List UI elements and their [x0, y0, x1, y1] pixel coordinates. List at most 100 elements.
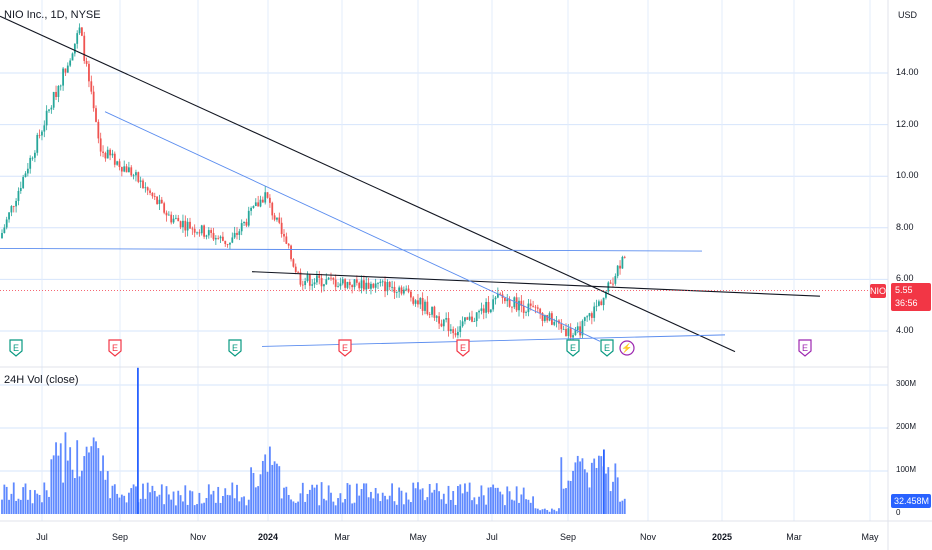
- volume-bar: [95, 441, 97, 514]
- candle-body: [334, 279, 337, 287]
- volume-bar: [144, 498, 147, 514]
- volume-bar: [285, 486, 288, 514]
- candle-body: [233, 232, 236, 238]
- volume-bar: [398, 487, 401, 514]
- earnings-marker[interactable]: E: [338, 339, 352, 357]
- candle-body: [374, 283, 377, 288]
- volume-bar: [621, 500, 624, 514]
- candle-body: [207, 230, 210, 236]
- grid-lines: [0, 0, 888, 521]
- volume-bars: [1, 367, 626, 514]
- candle-body: [170, 214, 173, 223]
- candle-body: [534, 306, 537, 308]
- volume-bar: [513, 500, 516, 514]
- volume-bar: [118, 497, 121, 514]
- earnings-marker[interactable]: E: [456, 339, 470, 357]
- candle-body: [489, 309, 492, 313]
- earnings-marker[interactable]: E: [566, 339, 580, 357]
- volume-bar: [478, 496, 480, 514]
- volume-bar: [370, 491, 372, 514]
- volume-bar: [71, 469, 74, 514]
- trendline-blue-resistance[interactable]: [0, 247, 703, 252]
- candle-body: [95, 108, 97, 122]
- candle-body: [478, 310, 480, 313]
- candle-body: [480, 308, 483, 311]
- volume-bar: [69, 447, 72, 514]
- volume-bar: [297, 501, 299, 514]
- volume-bar: [48, 496, 50, 514]
- earnings-markers[interactable]: E E E E E E E ⚡ E: [9, 339, 812, 357]
- volume-bar: [247, 499, 250, 514]
- volume-bar: [198, 492, 201, 514]
- candle-body: [339, 283, 342, 287]
- candle-body: [344, 279, 346, 288]
- trendline-long-down[interactable]: [0, 15, 736, 353]
- volume-bar: [569, 480, 572, 514]
- candle-body: [34, 152, 36, 158]
- earnings-marker-label: E: [802, 343, 808, 353]
- earnings-marker[interactable]: E: [9, 339, 23, 357]
- candle-body: [264, 192, 267, 203]
- volume-bar: [457, 486, 459, 514]
- candle-body: [311, 284, 314, 286]
- volume-bar: [66, 460, 69, 514]
- volume-bar: [191, 491, 194, 514]
- volume-bar: [365, 483, 368, 514]
- candle-body: [132, 175, 135, 177]
- volume-bar: [167, 494, 170, 514]
- volume-bar: [442, 493, 445, 514]
- volume-bar: [541, 509, 544, 514]
- candle-body: [97, 121, 100, 139]
- candle-body: [381, 281, 384, 283]
- candle-body: [184, 220, 187, 231]
- volume-bar: [522, 487, 525, 514]
- volume-bar: [57, 455, 60, 514]
- volume-bar: [562, 488, 565, 514]
- volume-bar: [50, 459, 53, 514]
- volume-bar: [372, 498, 375, 514]
- symbol-title[interactable]: NIO Inc., 1D, NYSE: [4, 9, 101, 21]
- volume-bar: [360, 489, 363, 514]
- candle-body: [59, 85, 62, 87]
- candle-body: [238, 231, 241, 235]
- volume-bar: [614, 463, 617, 514]
- volume-bar: [433, 489, 436, 514]
- currency-label[interactable]: USD: [898, 10, 918, 20]
- trendline-blue-support[interactable]: [261, 334, 726, 347]
- earnings-marker[interactable]: E: [228, 339, 242, 357]
- trendline-blue-down[interactable]: [104, 111, 601, 342]
- volume-bar: [506, 486, 509, 514]
- earnings-marker[interactable]: E: [798, 339, 812, 357]
- event-marker-icon[interactable]: ⚡: [619, 340, 635, 356]
- earnings-marker[interactable]: E: [108, 339, 122, 357]
- candle-body: [78, 27, 81, 34]
- volume-bar: [78, 476, 81, 514]
- volume-bar: [15, 500, 17, 514]
- candle-body: [50, 107, 53, 110]
- earnings-marker[interactable]: E: [600, 339, 614, 357]
- volume-bar: [41, 502, 43, 514]
- candle-body: [379, 281, 382, 283]
- volume-bar: [607, 467, 610, 514]
- volume-bar: [139, 498, 142, 514]
- candle-body: [113, 153, 116, 165]
- volume-tick-label: 0: [896, 508, 901, 517]
- candle-body: [433, 306, 436, 318]
- trendline-horizontal-dark[interactable]: [251, 271, 821, 297]
- volume-bar: [34, 490, 36, 514]
- volume-bar: [184, 485, 187, 514]
- last-price-value: 5.55: [895, 285, 913, 295]
- candle-body: [412, 297, 415, 304]
- earnings-marker-label: E: [112, 343, 118, 353]
- candle-body: [81, 27, 83, 36]
- candle-body: [3, 227, 6, 234]
- volume-indicator-label[interactable]: 24H Vol (close): [4, 374, 79, 386]
- volume-bar: [330, 492, 332, 514]
- volume-bar: [515, 486, 518, 514]
- volume-bar: [179, 495, 182, 514]
- candle-body: [304, 281, 307, 286]
- volume-bar: [292, 501, 295, 514]
- volume-bar: [574, 462, 577, 514]
- trendlines[interactable]: [0, 15, 821, 353]
